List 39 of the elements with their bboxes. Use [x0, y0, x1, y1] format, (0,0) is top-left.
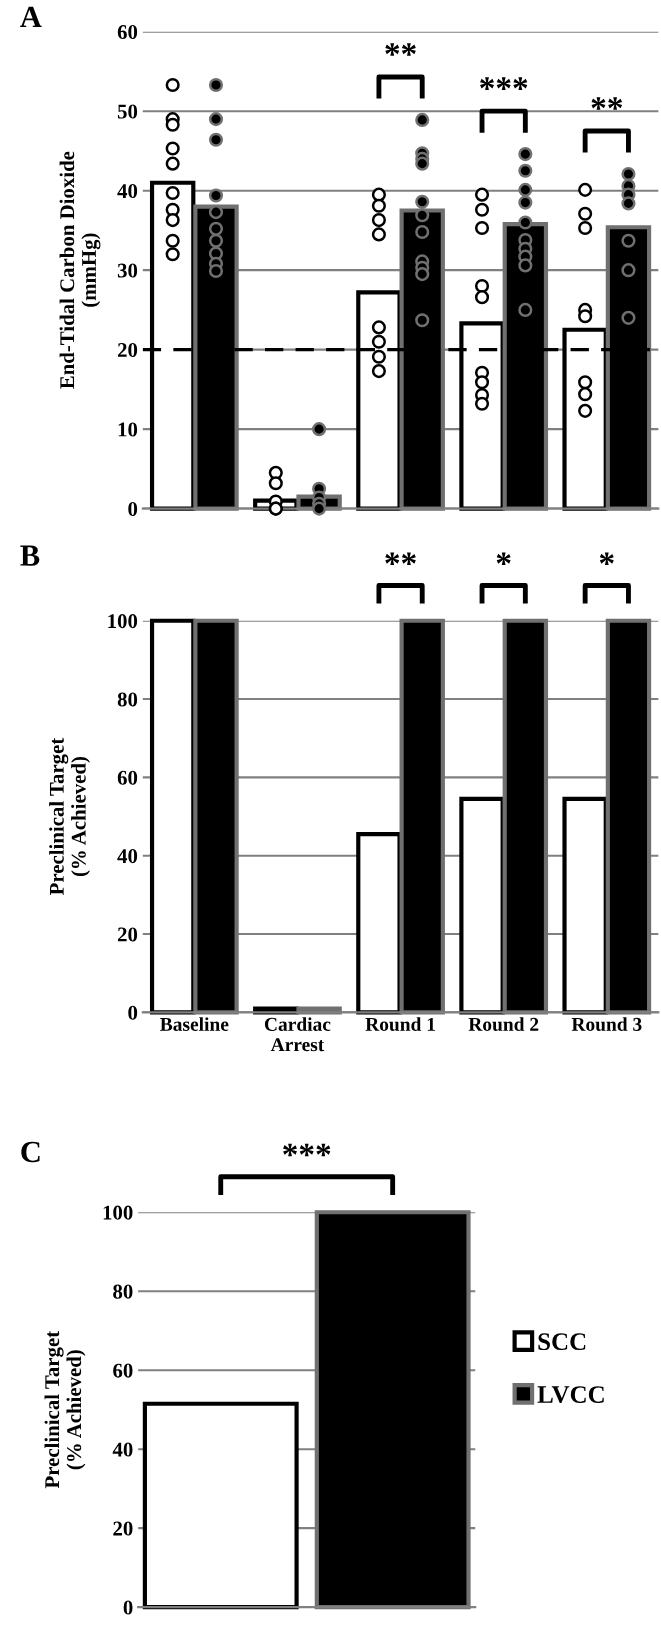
y-tick-label: 60	[113, 1363, 133, 1378]
y-tick-label: 0	[128, 502, 138, 517]
text: **	[385, 552, 416, 566]
text: *	[599, 552, 614, 566]
y-axis-title: Preclinical Target (% Achieved)	[44, 1330, 86, 1489]
x-tick-label: Round 3	[571, 1017, 642, 1031]
y-tick-label: 20	[117, 343, 138, 358]
y-tick-label: 10	[118, 422, 138, 437]
chart-title: B	[20, 545, 40, 566]
annotation: **	[591, 97, 623, 110]
text: *	[496, 552, 511, 566]
y-tick-label: 40	[117, 184, 138, 199]
x-tick-label: Cardiac Arrest	[264, 1017, 331, 1052]
annotation: ***	[480, 77, 528, 90]
y-tick-label: 30	[117, 263, 138, 278]
y-tick-label: 40	[112, 1442, 133, 1457]
x-tick-label: Baseline	[160, 1017, 229, 1031]
y-axis-title: End-Tidal Carbon Dioxide (mmHg)	[59, 151, 101, 389]
annotation: **	[385, 43, 416, 56]
y-tick-label: 80	[117, 692, 138, 707]
chart-title: A	[20, 6, 42, 27]
y-tick-label: 40	[117, 849, 138, 864]
y-tick-label: 0	[123, 1600, 133, 1615]
y-tick-label: 60	[117, 770, 138, 785]
chart-title: C	[21, 1141, 40, 1163]
legend-label: LVCC	[537, 1386, 604, 1404]
y-tick-label: 20	[117, 927, 138, 942]
y-tick-label: 100	[103, 1205, 133, 1220]
x-tick-label: Round 2	[468, 1017, 539, 1031]
y-tick-label: 80	[113, 1284, 133, 1299]
y-tick-label: 0	[128, 1005, 138, 1020]
y-tick-label: 100	[108, 614, 138, 629]
y-tick-label: 20	[113, 1521, 133, 1536]
y-axis-title: Preclinical Target (% Achieved)	[49, 737, 90, 896]
legend-label: SCC	[538, 1333, 586, 1351]
y-tick-label: 60	[117, 25, 138, 40]
x-tick-label: Round 1	[365, 1017, 435, 1031]
y-tick-label: 50	[117, 104, 138, 119]
text: ***	[283, 1143, 331, 1157]
